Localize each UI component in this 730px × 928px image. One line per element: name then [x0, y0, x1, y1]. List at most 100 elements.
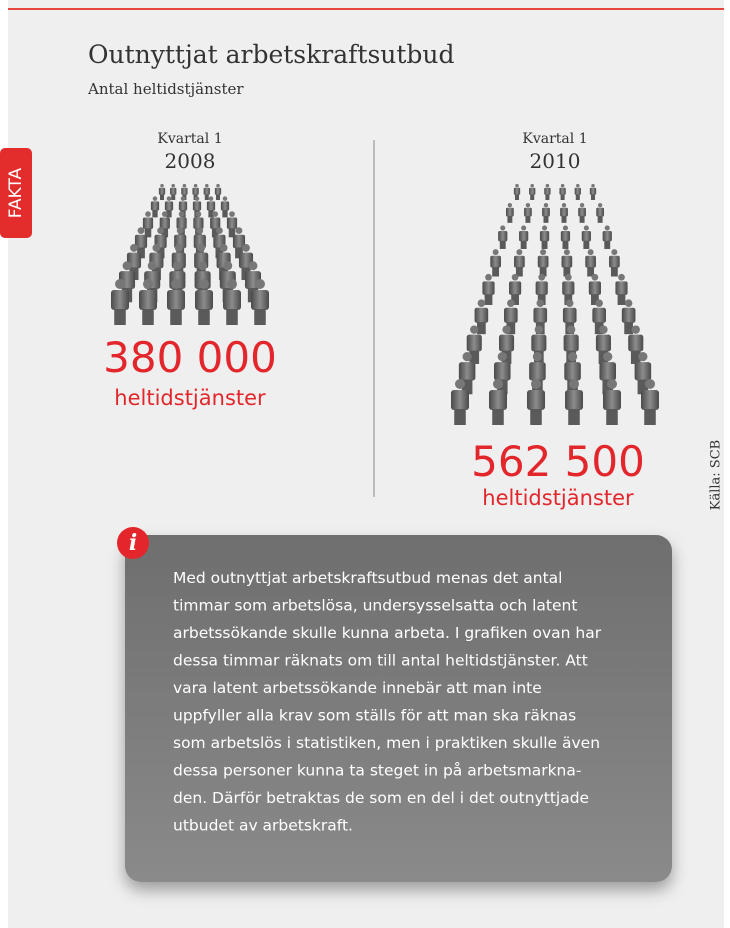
head	[478, 299, 486, 307]
head	[562, 203, 566, 207]
body	[514, 256, 525, 268]
legs	[226, 309, 238, 325]
body	[514, 188, 520, 195]
head	[236, 227, 243, 234]
head	[498, 352, 507, 361]
head	[175, 244, 183, 252]
legs	[580, 216, 585, 223]
head	[493, 379, 503, 389]
legs	[591, 194, 595, 200]
info-line: dessa timmar räknats om till antal helti…	[173, 652, 588, 670]
head	[195, 196, 200, 201]
head	[485, 274, 492, 281]
head	[229, 211, 235, 217]
body	[170, 188, 176, 195]
head	[588, 249, 594, 255]
body	[529, 362, 546, 380]
body	[143, 217, 153, 228]
legs	[477, 322, 486, 334]
body	[533, 308, 547, 323]
head	[463, 352, 472, 361]
info-line: vara latent arbetssökande innebär att ma…	[173, 679, 542, 697]
body	[563, 308, 577, 323]
body	[615, 281, 627, 295]
body	[204, 188, 210, 195]
legs	[606, 409, 618, 425]
head	[605, 225, 610, 230]
legs	[562, 216, 567, 223]
head	[148, 261, 157, 270]
body	[603, 390, 621, 410]
body	[589, 281, 601, 295]
head	[595, 299, 603, 307]
head	[470, 325, 478, 333]
head	[533, 352, 542, 361]
head	[196, 211, 202, 217]
body	[641, 390, 659, 410]
body	[599, 362, 616, 380]
body	[223, 290, 241, 310]
value: 380 000	[103, 333, 277, 382]
body	[151, 201, 159, 210]
head	[564, 249, 570, 255]
body	[596, 335, 611, 352]
head	[152, 244, 160, 252]
head	[173, 261, 182, 270]
legs	[492, 409, 504, 425]
body	[139, 290, 157, 310]
legs	[171, 194, 175, 200]
legs	[254, 309, 266, 325]
body	[482, 281, 494, 295]
value: 562 500	[471, 437, 645, 486]
body	[536, 281, 548, 295]
year: 2010	[530, 149, 581, 173]
head	[607, 379, 617, 389]
head	[569, 379, 579, 389]
body	[531, 335, 546, 352]
head	[177, 227, 184, 234]
head	[538, 274, 545, 281]
legs	[576, 194, 580, 200]
legs	[114, 309, 126, 325]
legs	[525, 216, 530, 223]
body	[193, 217, 203, 228]
legs	[562, 241, 568, 249]
body	[609, 256, 620, 268]
head	[536, 299, 544, 307]
info-line: uppfyller alla krav som ställs för att m…	[173, 707, 576, 725]
body	[504, 308, 518, 323]
info-line: dessa personer kunna ta steget in på arb…	[173, 762, 581, 780]
legs	[561, 194, 565, 200]
head	[183, 184, 187, 188]
legs	[644, 409, 656, 425]
head	[535, 325, 543, 333]
legs	[205, 194, 209, 200]
head	[123, 261, 132, 270]
year: 2008	[165, 149, 216, 173]
head	[632, 325, 640, 333]
body	[210, 217, 220, 228]
legs	[521, 241, 527, 249]
unit: heltidstjänster	[114, 386, 266, 410]
legs	[611, 267, 618, 277]
tab-label: FAKTA	[6, 167, 26, 218]
body	[561, 231, 570, 241]
top-rule	[8, 8, 724, 10]
body	[111, 290, 129, 310]
body	[578, 208, 586, 217]
legs	[568, 409, 580, 425]
body	[251, 290, 269, 310]
legs	[598, 216, 603, 223]
head	[199, 279, 209, 289]
body	[562, 256, 573, 268]
body	[585, 256, 596, 268]
head	[530, 184, 534, 188]
body	[562, 281, 574, 295]
legs	[152, 210, 157, 217]
head	[645, 379, 655, 389]
head	[544, 203, 548, 207]
unit: heltidstjänster	[482, 486, 634, 510]
legs	[542, 241, 548, 249]
legs	[454, 409, 466, 425]
head	[540, 249, 546, 255]
